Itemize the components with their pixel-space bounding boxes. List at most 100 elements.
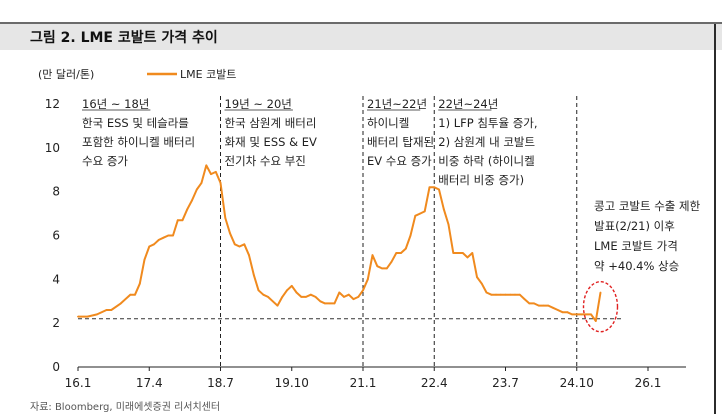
x-tick-label: 19.10 [275,376,309,390]
data-point [248,254,250,257]
data-point [376,265,379,268]
data-point [148,245,151,248]
callout-text-line: 발표(2/21) 이후 [594,219,675,233]
period-note-line: 한국 ESS 및 테슬라를 [82,116,189,130]
data-point [143,258,146,261]
data-point [476,276,478,278]
data-point [495,293,497,296]
period-note-line: 배터리 탑재된 [367,135,434,149]
callout-text-line: LME 코발트 가격 [594,239,678,253]
data-point [423,210,426,213]
data-point [105,309,108,311]
data-point [561,311,564,314]
data-point [499,293,502,296]
data-point [157,239,160,241]
data-point [162,236,165,239]
data-point [290,285,293,287]
y-tick-label: 2 [52,316,60,330]
data-point [186,208,189,211]
data-point [552,306,554,309]
data-point [276,304,279,307]
period-heading: 21년~22년 [367,97,427,111]
data-point [556,309,559,311]
data-point [366,278,369,281]
data-point [200,182,203,184]
period-heading: 16년 ~ 18년 [82,97,149,111]
data-point [181,219,184,222]
right-border-rule [714,24,716,414]
y-tick-label: 4 [52,272,60,286]
x-tick-label: 16.1 [65,376,92,390]
y-tick-label: 6 [52,229,60,243]
data-point [362,289,364,292]
data-point [138,282,141,285]
data-point [205,164,208,167]
period-note-line: EV 수요 증가 [367,154,432,168]
data-point [357,296,360,298]
data-point [129,293,132,296]
y-tick-label: 12 [45,97,60,111]
data-point [86,315,89,318]
period-note-line: 전기차 수요 부진 [225,154,306,168]
data-point [77,315,79,318]
data-point [404,247,407,250]
data-point [119,302,122,305]
data-point [281,296,284,298]
data-point [409,234,412,237]
y-tick-label: 8 [52,185,60,199]
data-point [590,313,592,316]
data-point [471,252,474,254]
data-point [575,313,578,316]
data-point [347,293,350,296]
data-point [533,302,535,305]
data-point [167,234,170,237]
period-note-line: 1) LFP 침투율 증가, [438,116,537,130]
legend-label: LME 코발트 [180,68,236,81]
data-point [224,217,227,219]
data-point [390,260,393,263]
data-point [262,293,265,296]
period-heading: 22년~24년 [438,97,498,111]
data-point [333,302,336,305]
data-point [542,304,545,307]
data-point [433,186,436,189]
x-tick-label: 23.7 [492,376,519,390]
data-point [153,243,155,246]
data-point [566,311,569,314]
data-point [176,219,179,222]
x-tick-label: 22.4 [421,376,448,390]
data-point [395,252,398,254]
data-point [172,234,174,237]
data-point [328,302,331,305]
y-axis: 0 2 4 6 8 10 12 [45,97,60,374]
data-point [271,300,274,303]
x-tick-label: 21.1 [350,376,377,390]
data-point [457,252,459,254]
unit-label: (만 달러/톤) [38,68,94,81]
data-point [96,313,98,316]
period-note-line: 포함한 하이니켈 배터리 [82,135,195,149]
period-note-line: 배터리 비중 증가) [438,173,524,187]
data-point [594,320,597,322]
source-note: 자료: Bloomberg, 미래에셋증권 리서치센터 [30,402,221,413]
callout-text-line: 약 +40.4% 상승 [594,259,679,273]
period-note-line: 하이니켈 [367,116,409,130]
data-point [438,188,440,191]
data-point [314,296,317,298]
period-note-line: 한국 삼원계 배터리 [225,116,317,130]
x-tick-label: 26.1 [635,376,662,390]
data-point [419,212,421,215]
data-point [485,291,488,294]
data-point [428,186,431,189]
data-point [338,291,341,294]
data-point [447,223,450,226]
period-note-line: 2) 삼원계 내 코발트 [438,135,535,149]
figure-title-bar: 그림 2. LME 코발트 가격 추이 [0,22,722,50]
highlight-circle [582,281,619,333]
data-point [309,293,312,296]
x-tick-label: 17.4 [136,376,163,390]
series-layer [77,164,622,322]
data-point [257,289,260,292]
